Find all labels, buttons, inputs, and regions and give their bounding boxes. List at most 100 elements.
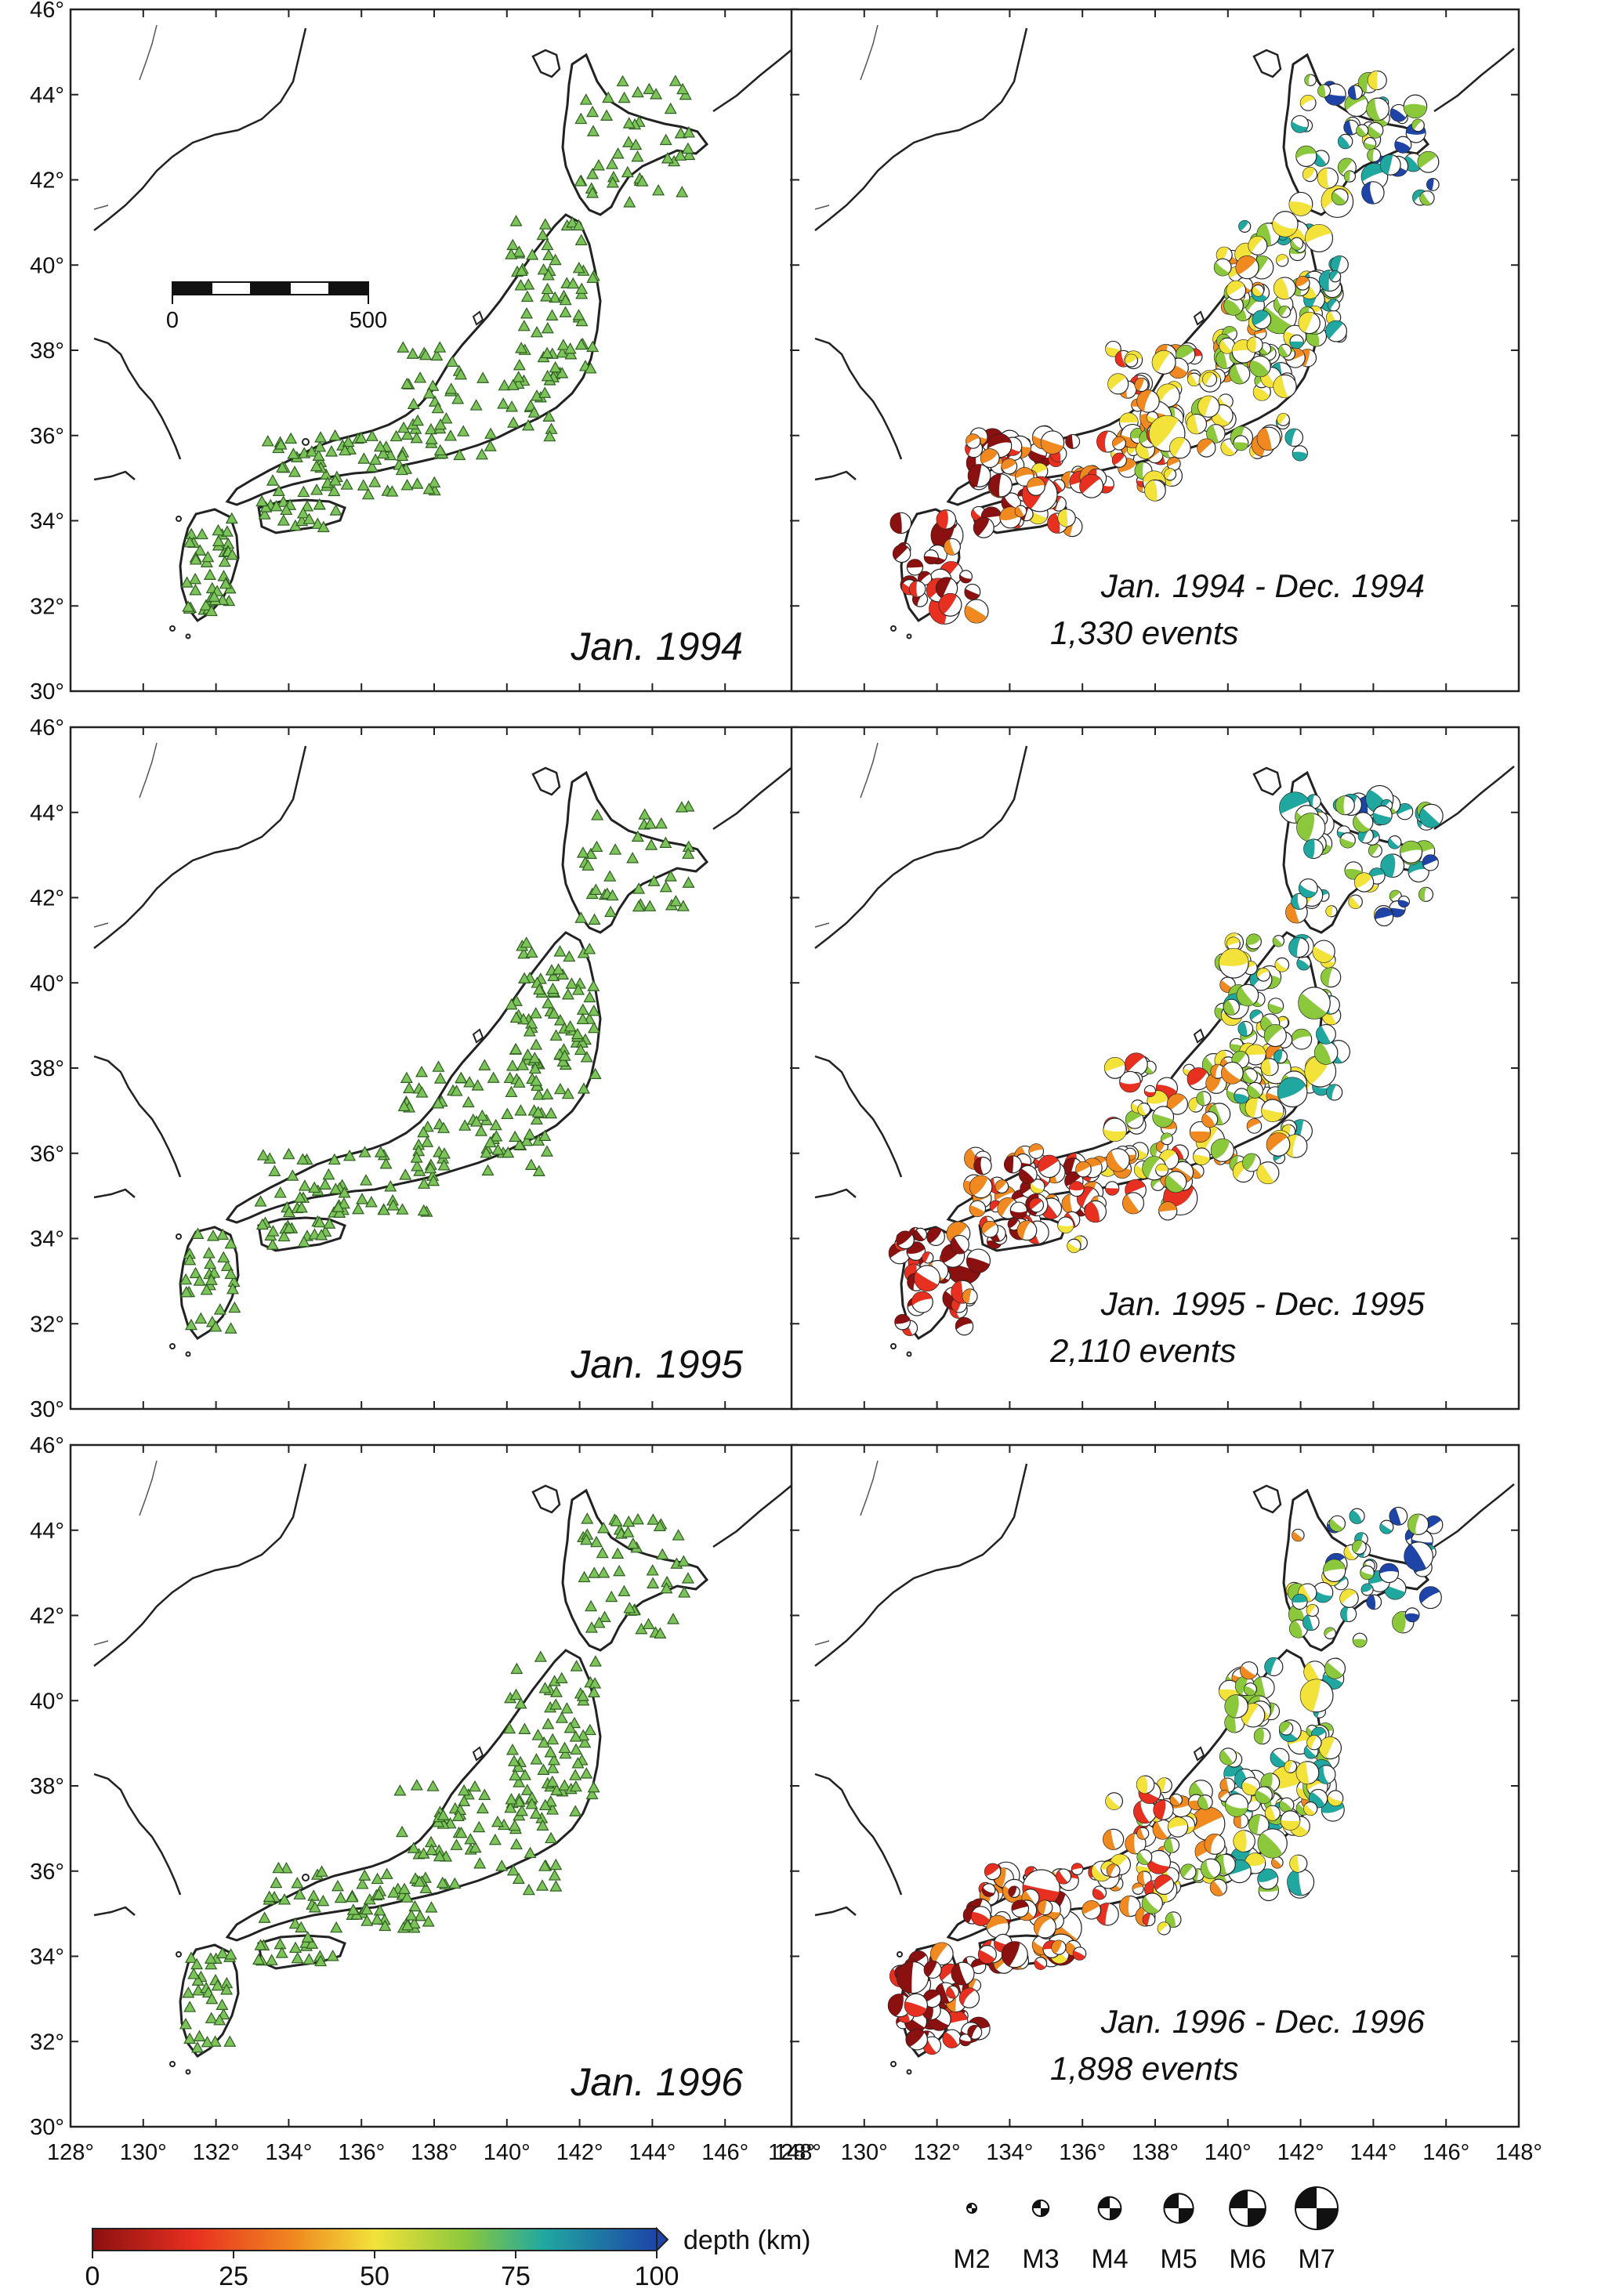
station-triangle	[584, 362, 597, 374]
station-triangle	[261, 435, 274, 447]
station-triangle	[546, 1762, 560, 1773]
lon-tick-label: 130°	[120, 2140, 167, 2165]
station-triangle	[515, 264, 528, 276]
station-triangle	[475, 447, 488, 460]
depth-colorbar-arrow	[656, 2226, 669, 2253]
station-triangle	[212, 534, 225, 547]
event-period: Jan. 1995 - Dec. 1995	[1100, 1285, 1426, 1322]
focal-mechanism	[1018, 1164, 1038, 1184]
station-triangle	[293, 1191, 306, 1203]
station-triangle	[592, 1616, 606, 1628]
station-triangle	[263, 1890, 276, 1903]
station-triangle	[559, 306, 572, 317]
focal-mechanism	[1288, 936, 1310, 958]
focal-mechanism	[1352, 1632, 1368, 1648]
focal-mechanism	[1092, 1885, 1107, 1900]
station-triangle	[541, 369, 554, 382]
focal-mechanism	[1143, 1085, 1157, 1098]
focal-mechanism	[1193, 1147, 1211, 1165]
station-triangle	[216, 1998, 229, 2010]
focal-mechanism	[1033, 1915, 1056, 1939]
station-triangle	[518, 972, 531, 983]
lat-tick-label: 34°	[30, 1945, 64, 1970]
station-triangle	[360, 1174, 373, 1186]
station-triangle	[322, 1168, 335, 1180]
station-triangle	[426, 1780, 440, 1791]
focal-mechanism	[1142, 1913, 1156, 1927]
focal-mechanism	[922, 1251, 934, 1264]
station-triangle	[185, 527, 198, 540]
station-triangle	[272, 1861, 285, 1874]
station-triangle	[571, 1027, 584, 1040]
station-triangle	[256, 1149, 270, 1161]
station-triangle	[431, 401, 444, 414]
station-triangle	[631, 85, 644, 98]
station-triangle	[432, 1097, 445, 1109]
station-triangle	[288, 1917, 302, 1929]
station-triangle	[458, 1784, 471, 1796]
magnitude-legend-label: M2	[953, 2244, 990, 2274]
focal-mechanism	[906, 2029, 929, 2051]
station-triangle	[422, 387, 436, 399]
station-triangle	[446, 355, 459, 368]
focal-mechanism	[1155, 1163, 1169, 1177]
station-triangle	[583, 943, 596, 954]
station-triangle	[410, 431, 423, 444]
depth-colorbar-label: depth (km)	[683, 2225, 811, 2255]
lat-tick-label: 46°	[30, 0, 64, 23]
station-triangle	[209, 1320, 223, 1332]
focal-mechanism	[1241, 1776, 1261, 1796]
station-triangle	[606, 158, 619, 169]
station-triangle	[189, 553, 202, 565]
focal-mechanism	[981, 1883, 996, 1897]
station-triangle	[510, 1662, 524, 1675]
station-triangle	[502, 1146, 515, 1158]
focal-mechanism	[1404, 1607, 1420, 1623]
focal-mechanism	[1260, 1058, 1279, 1077]
station-triangle	[226, 1282, 239, 1295]
station-triangle	[455, 1826, 468, 1838]
station-triangle	[647, 1577, 660, 1588]
station-triangle	[205, 1273, 218, 1285]
lat-tick-label: 42°	[30, 1604, 64, 1629]
focal-mechanism	[977, 1945, 997, 1965]
station-triangle	[643, 82, 656, 95]
station-triangle	[578, 1570, 591, 1583]
station-triangle	[451, 393, 465, 404]
station-triangle	[317, 1894, 330, 1907]
station-triangle	[514, 1697, 527, 1709]
station-triangle	[538, 1682, 552, 1693]
station-triangle	[509, 1011, 523, 1023]
station-triangle	[346, 1903, 360, 1915]
station-triangle	[528, 1062, 542, 1074]
station-triangle	[491, 1143, 505, 1155]
station-triangle	[342, 435, 355, 447]
station-triangle	[589, 883, 603, 895]
lat-tick-label: 30°	[30, 1397, 64, 1422]
focal-mechanism	[1167, 1816, 1189, 1838]
station-triangle	[591, 809, 604, 820]
focal-mechanism	[923, 549, 939, 565]
station-triangle	[320, 468, 333, 480]
station-triangle	[397, 1882, 411, 1894]
focal-mechanism	[1029, 1197, 1045, 1213]
lat-tick-label: 44°	[30, 83, 64, 108]
station-triangle	[622, 136, 636, 147]
station-triangle	[484, 440, 497, 451]
station-triangle	[404, 1909, 418, 1921]
focal-mechanism	[1343, 170, 1357, 183]
lat-tick-label: 30°	[30, 679, 64, 704]
station-triangle	[504, 1801, 517, 1813]
lon-tick-label: 132°	[914, 2140, 961, 2165]
station-triangle	[360, 1903, 374, 1915]
station-triangle	[563, 950, 576, 962]
focal-mechanism	[1252, 310, 1272, 330]
station-triangle	[287, 447, 300, 459]
station-triangle	[340, 478, 353, 490]
station-triangle	[400, 377, 414, 389]
station-triangle	[544, 1794, 557, 1807]
station-triangle	[437, 1147, 451, 1159]
station-triangle	[277, 514, 290, 526]
station-triangle	[638, 808, 651, 820]
focal-mechanism	[1252, 284, 1265, 297]
